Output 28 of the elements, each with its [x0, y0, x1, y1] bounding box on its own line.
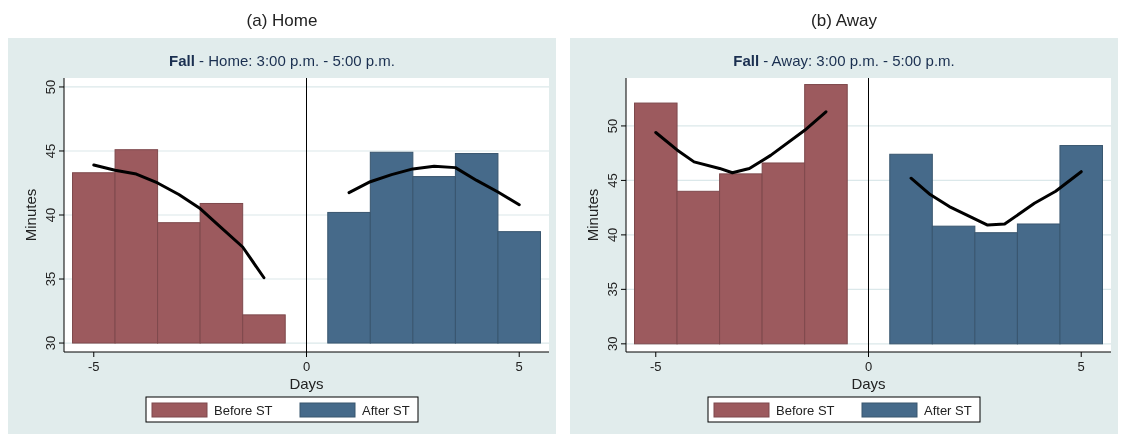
x-axis-title: Days — [851, 375, 886, 392]
chart-subtitle: Fall - Away: 3:00 p.m. - 5:00 p.m. — [733, 52, 955, 69]
x-axis-title: Days — [289, 375, 324, 392]
y-tick-label: 30 — [605, 336, 620, 352]
y-tick-label: 35 — [605, 282, 620, 297]
chart-title: (a) Home — [246, 11, 318, 30]
y-tick-label: 45 — [43, 143, 58, 159]
x-tick-label: 5 — [1077, 359, 1085, 374]
y-tick-label: 30 — [43, 335, 58, 351]
y-tick-label: 35 — [43, 271, 58, 287]
x-tick-label: 0 — [864, 359, 873, 374]
chart-title: (b) Away — [811, 11, 878, 30]
y-tick-label: 45 — [605, 173, 620, 188]
legend-label: After ST — [924, 403, 972, 418]
x-tick-label: -5 — [650, 359, 662, 374]
y-tick-label: 40 — [605, 227, 620, 243]
legend-label: Before ST — [776, 403, 835, 418]
y-axis-title: Minutes — [584, 188, 601, 242]
x-tick-label: 0 — [302, 359, 311, 374]
y-tick-label: 50 — [605, 118, 620, 134]
y-axis-title: Minutes — [22, 188, 39, 242]
legend-label: Before ST — [214, 403, 273, 418]
x-tick-label: -5 — [88, 359, 100, 374]
x-tick-label: 5 — [515, 359, 523, 374]
chart-subtitle: Fall - Home: 3:00 p.m. - 5:00 p.m. — [169, 52, 395, 69]
legend-label: After ST — [362, 403, 410, 418]
y-tick-label: 50 — [43, 79, 58, 95]
y-tick-label: 40 — [43, 207, 58, 223]
